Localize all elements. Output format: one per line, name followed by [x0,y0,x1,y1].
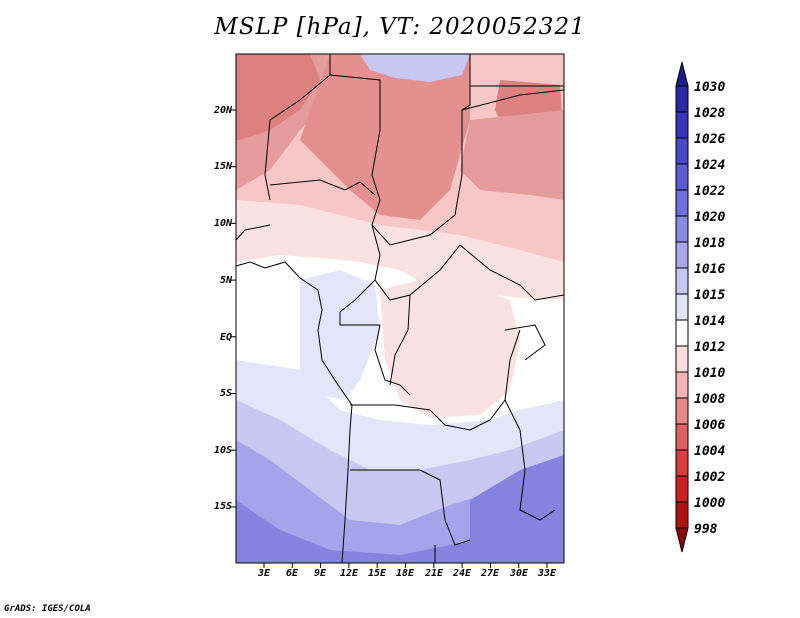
lon-tick-label: 21E [424,568,444,579]
field-chad-core [400,115,455,190]
colorbar-arrow-bottom [675,527,689,553]
lat-tick-label: 5S [219,388,232,399]
field-lav-southeast-core [470,455,564,563]
lat-tick-label: 20N [213,105,232,116]
colorbar-label: 1026 [694,132,726,147]
colorbar-label: 1010 [694,366,726,381]
lon-tick-label: 18E [395,568,415,579]
lat-tick-label: 10S [213,445,232,456]
field-congo-pink [380,280,520,418]
colorbar-segment [675,215,689,243]
colorbar-label: 1030 [694,80,726,95]
lat-tick-label: 15N [213,161,232,172]
colorbar-label: 1016 [694,262,726,277]
lon-tick-label: 24E [452,568,472,579]
colorbar-segment [675,371,689,399]
colorbar-label: 1004 [694,444,726,459]
colorbar-segment [675,189,689,217]
colorbar-segment [675,85,689,113]
lat-tick-label: 5N [219,275,232,286]
colorbar-segment [675,475,689,503]
colorbar-label: 1018 [694,236,726,251]
colorbar-segment [675,137,689,165]
axis-ticks [231,109,548,568]
lat-tick-label: 15S [213,501,232,512]
map-title: MSLP [hPa], VT: 2020052321 [214,14,586,40]
field-lav-north [360,54,470,82]
colorbar-label: 1020 [694,210,726,225]
lon-tick-label: 9E [313,568,327,579]
colorbar-segment [675,267,689,295]
lat-tick-label: 10N [213,218,232,229]
lon-tick-label: 15E [367,568,387,579]
colorbar-segment [675,423,689,451]
colorbar-label: 1024 [694,158,726,173]
colorbar [675,61,689,553]
lon-tick-label: 33E [537,568,557,579]
colorbar-label: 1015 [694,288,726,303]
colorbar-label: 1002 [694,470,726,485]
grads-credit: GrADS: IGES/COLA [4,604,91,614]
colorbar-label: 1012 [694,340,726,355]
colorbar-segment [675,293,689,321]
colorbar-label: 998 [694,522,718,537]
colorbar-label: 1022 [694,184,726,199]
field-light-pink-north [236,200,564,300]
lon-tick-label: 30E [509,568,529,579]
colorbar-segment [675,163,689,191]
colorbar-segment [675,501,689,529]
colorbar-segment [675,397,689,425]
lon-tick-label: 12E [339,568,359,579]
lon-tick-label: 6E [285,568,299,579]
colorbar-label: 1006 [694,418,726,433]
lat-tick-label: EQ [219,332,232,343]
pressure-field [236,54,564,563]
colorbar-segment [675,319,689,347]
colorbar-segment [675,111,689,139]
borders [235,54,565,564]
colorbar-segment [675,345,689,373]
colorbar-segment [675,241,689,269]
map-frame [235,53,565,564]
colorbar-segment [675,449,689,477]
colorbar-arrow-top [675,61,689,87]
lon-tick-label: 27E [480,568,500,579]
colorbar-label: 1028 [694,106,726,121]
field-north-core [236,54,320,140]
colorbar-label: 1008 [694,392,726,407]
colorbar-label: 1000 [694,496,726,511]
lon-tick-label: 3E [257,568,271,579]
field-east-band [460,110,564,200]
colorbar-label: 1014 [694,314,726,329]
